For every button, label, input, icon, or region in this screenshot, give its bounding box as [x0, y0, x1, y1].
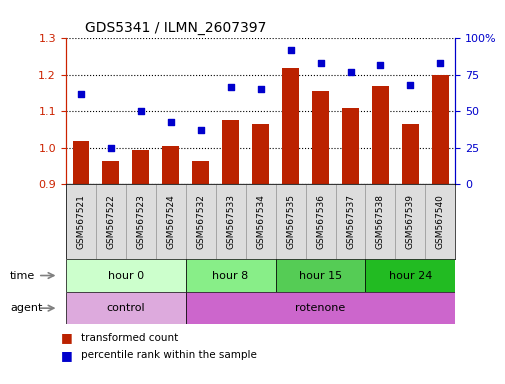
Bar — [425, 184, 454, 259]
Point — [376, 61, 384, 68]
Bar — [431, 75, 448, 184]
Text: GSM567523: GSM567523 — [136, 194, 145, 249]
Bar — [185, 292, 454, 324]
Text: GSM567536: GSM567536 — [316, 194, 324, 249]
Bar — [401, 124, 418, 184]
Point — [226, 83, 234, 89]
Text: GSM567533: GSM567533 — [226, 194, 235, 249]
Text: GSM567535: GSM567535 — [285, 194, 294, 249]
Bar — [132, 150, 148, 184]
Text: GSM567521: GSM567521 — [76, 194, 85, 249]
Bar — [156, 184, 185, 259]
Text: time: time — [10, 270, 35, 281]
Bar — [215, 184, 245, 259]
Bar — [162, 146, 179, 184]
Text: GSM567538: GSM567538 — [375, 194, 384, 249]
Text: hour 8: hour 8 — [212, 270, 248, 281]
Text: rotenone: rotenone — [295, 303, 345, 313]
Bar — [335, 184, 365, 259]
Bar — [305, 184, 335, 259]
Bar — [185, 259, 275, 292]
Text: transformed count: transformed count — [81, 333, 178, 343]
Bar — [192, 161, 209, 184]
Bar — [252, 124, 268, 184]
Point — [196, 127, 205, 133]
Text: GSM567539: GSM567539 — [405, 194, 414, 249]
Bar — [103, 161, 119, 184]
Bar — [66, 184, 95, 259]
Point — [406, 82, 414, 88]
Bar — [245, 184, 275, 259]
Bar — [395, 184, 425, 259]
Bar — [125, 184, 156, 259]
Point — [316, 60, 324, 66]
Text: GSM567532: GSM567532 — [196, 194, 205, 249]
Point — [435, 60, 443, 66]
Bar — [275, 184, 305, 259]
Bar — [275, 259, 365, 292]
Text: percentile rank within the sample: percentile rank within the sample — [81, 350, 257, 360]
Text: control: control — [106, 303, 145, 313]
Bar — [222, 121, 238, 184]
Bar — [365, 184, 395, 259]
Bar — [95, 184, 125, 259]
Text: agent: agent — [10, 303, 42, 313]
Bar — [66, 292, 185, 324]
Bar — [372, 86, 388, 184]
Point — [77, 91, 85, 97]
Text: hour 15: hour 15 — [298, 270, 341, 281]
Point — [136, 108, 144, 114]
Bar — [341, 108, 358, 184]
Text: GSM567534: GSM567534 — [256, 194, 265, 249]
Point — [166, 119, 174, 125]
Text: GSM567540: GSM567540 — [435, 194, 444, 249]
Text: hour 24: hour 24 — [388, 270, 431, 281]
Text: GDS5341 / ILMN_2607397: GDS5341 / ILMN_2607397 — [85, 21, 266, 35]
Bar — [282, 68, 298, 184]
Point — [256, 86, 264, 93]
Bar — [185, 184, 215, 259]
Bar — [312, 91, 328, 184]
Bar — [66, 259, 185, 292]
Text: ■: ■ — [61, 349, 72, 362]
Text: hour 0: hour 0 — [108, 270, 143, 281]
Text: GSM567524: GSM567524 — [166, 194, 175, 249]
Text: GSM567522: GSM567522 — [106, 194, 115, 249]
Text: ■: ■ — [61, 331, 72, 344]
Point — [286, 47, 294, 53]
Text: GSM567537: GSM567537 — [345, 194, 355, 249]
Bar — [72, 141, 89, 184]
Point — [107, 145, 115, 151]
Bar — [365, 259, 455, 292]
Point — [346, 69, 354, 75]
